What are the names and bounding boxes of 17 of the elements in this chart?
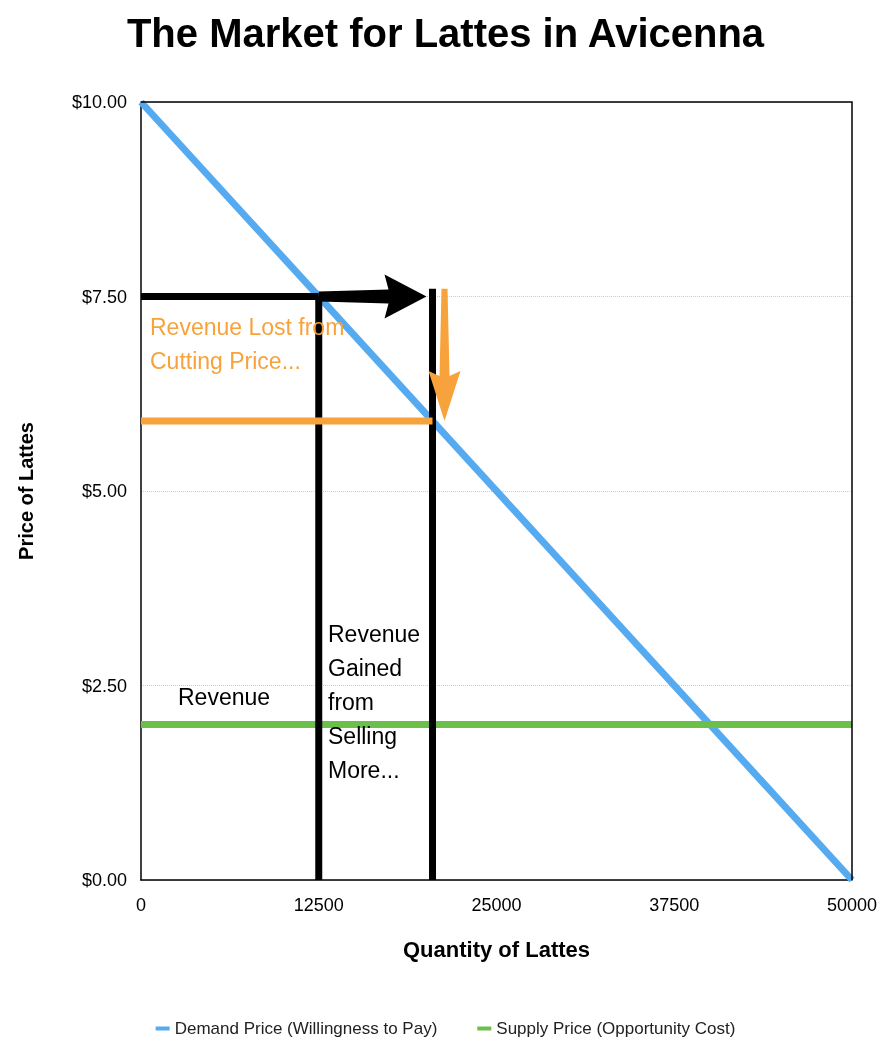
y-tick-label: $2.50 bbox=[81, 675, 127, 696]
legend-label: Demand Price (Willingness to Pay) bbox=[174, 1019, 438, 1038]
x-tick-label: 25000 bbox=[471, 895, 522, 915]
y-tick-label: $5.00 bbox=[81, 481, 127, 501]
y-tick-label: $7.50 bbox=[81, 286, 127, 307]
x-tick-label: 37500 bbox=[649, 895, 700, 915]
chart-title: The Market for Lattes in Avicenna bbox=[126, 11, 765, 55]
x-tick-label: 0 bbox=[135, 895, 147, 915]
y-axis-title: Price of Lattes bbox=[15, 422, 37, 560]
x-axis-title: Quantity of Lattes bbox=[402, 936, 591, 962]
annotation: Revenue bbox=[178, 683, 272, 712]
y-tick-label: $0.00 bbox=[81, 870, 127, 890]
annotation: Revenue Gained from Selling More... bbox=[328, 620, 422, 785]
legend-label: Supply Price (Opportunity Cost) bbox=[496, 1019, 736, 1038]
y-tick-label: $10.00 bbox=[71, 92, 127, 112]
x-tick-label: 50000 bbox=[826, 895, 878, 915]
x-tick-label: 12500 bbox=[293, 895, 344, 915]
